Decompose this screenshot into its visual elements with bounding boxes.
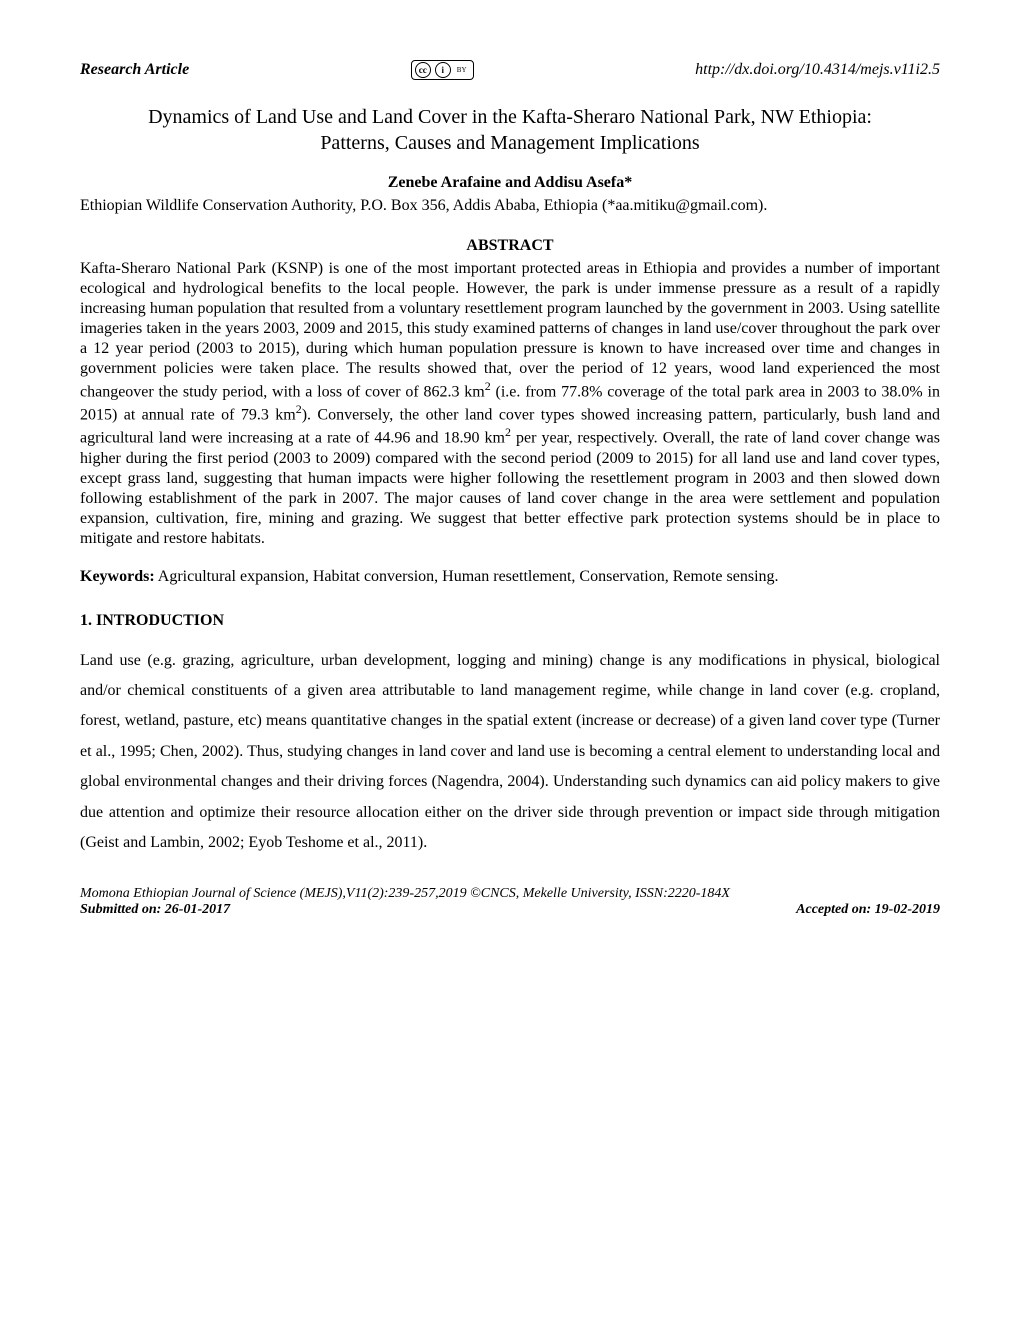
cc-icon: cc bbox=[415, 62, 431, 78]
abstract-body: Kafta-Sheraro National Park (KSNP) is on… bbox=[80, 259, 940, 549]
introduction-heading: 1. INTRODUCTION bbox=[80, 612, 940, 630]
introduction-paragraph: Land use (e.g. grazing, agriculture, urb… bbox=[80, 646, 940, 859]
cc-attribution-icon: i bbox=[435, 62, 451, 78]
header-row: Research Article cc i BY http://dx.doi.o… bbox=[80, 60, 940, 80]
page-footer: Momona Ethiopian Journal of Science (MEJ… bbox=[80, 886, 940, 918]
cc-by-text: BY bbox=[457, 66, 467, 74]
cc-by-badge: cc i BY bbox=[411, 60, 474, 80]
abstract-text-part4: per year, respectively. Overall, the rat… bbox=[80, 430, 940, 547]
doi-link[interactable]: http://dx.doi.org/10.4314/mejs.v11i2.5 bbox=[695, 61, 940, 79]
keywords-text: Agricultural expansion, Habitat conversi… bbox=[155, 568, 779, 585]
article-type-label: Research Article bbox=[80, 61, 189, 79]
authors: Zenebe Arafaine and Addisu Asefa* bbox=[80, 174, 940, 192]
submitted-date: Submitted on: 26-01-2017 bbox=[80, 902, 230, 918]
keywords: Keywords: Agricultural expansion, Habita… bbox=[80, 567, 940, 588]
keywords-label: Keywords: bbox=[80, 568, 155, 585]
abstract-text-part1: Kafta-Sheraro National Park (KSNP) is on… bbox=[80, 260, 940, 400]
affiliation: Ethiopian Wildlife Conservation Authorit… bbox=[80, 196, 940, 217]
paper-title: Dynamics of Land Use and Land Cover in t… bbox=[120, 104, 900, 156]
accepted-date: Accepted on: 19-02-2019 bbox=[796, 902, 940, 918]
journal-citation: Momona Ethiopian Journal of Science (MEJ… bbox=[80, 886, 940, 902]
abstract-heading: ABSTRACT bbox=[80, 237, 940, 255]
